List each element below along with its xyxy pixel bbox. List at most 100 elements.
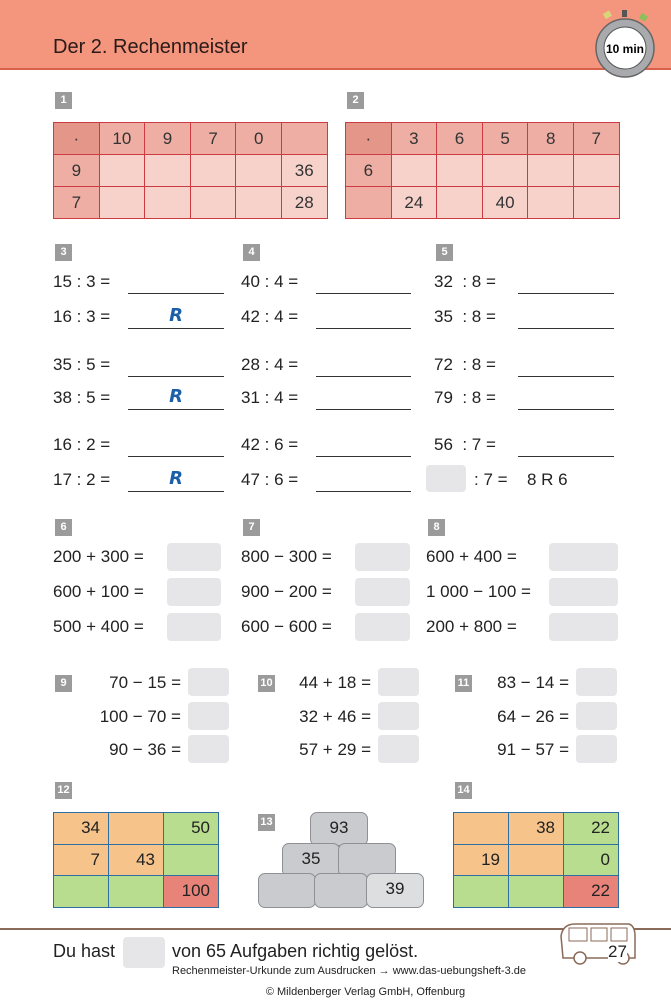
answer-line[interactable] xyxy=(518,386,614,410)
row-head: 6 xyxy=(345,154,392,187)
square-cell[interactable] xyxy=(108,875,164,908)
answer-line[interactable] xyxy=(316,270,411,294)
square-cell[interactable] xyxy=(108,812,164,845)
answer-box[interactable] xyxy=(549,543,618,571)
answer-cell[interactable] xyxy=(481,154,529,187)
task-badge-4: 4 xyxy=(243,244,260,261)
answer-line[interactable] xyxy=(316,433,411,457)
answer-box[interactable] xyxy=(167,578,221,606)
answer-box[interactable] xyxy=(167,613,221,641)
pyramid-stone-bottom-right[interactable]: 39 xyxy=(366,873,424,908)
answer-box[interactable] xyxy=(355,613,410,641)
answer-cell[interactable]: 40 xyxy=(481,186,529,219)
answer-cell[interactable] xyxy=(98,154,146,187)
division-equation: 17 : 2 = xyxy=(53,470,111,489)
pyramid-stone-bottom-mid[interactable] xyxy=(314,873,368,908)
pyramid-stone-top[interactable]: 93 xyxy=(310,812,368,846)
answer-box[interactable] xyxy=(576,735,617,763)
answer-cell[interactable] xyxy=(98,186,146,219)
answer-line[interactable] xyxy=(316,305,411,329)
answer-cell[interactable] xyxy=(572,154,620,187)
answer-box[interactable] xyxy=(355,578,410,606)
answer-line[interactable] xyxy=(518,353,614,377)
answer-box[interactable] xyxy=(576,668,617,696)
answer-line[interactable]: R xyxy=(128,305,224,329)
square-cell[interactable] xyxy=(508,843,564,876)
answer-box[interactable] xyxy=(378,735,419,763)
square-cell[interactable]: 22 xyxy=(563,875,619,908)
answer-box[interactable] xyxy=(167,543,221,571)
answer-box[interactable] xyxy=(549,613,618,641)
pyramid-stone-mid-right[interactable] xyxy=(338,843,396,877)
pyramid-stone-mid-left[interactable]: 35 xyxy=(282,843,340,877)
square-cell[interactable]: 43 xyxy=(108,843,164,876)
pyramid-stone-bottom-left[interactable] xyxy=(258,873,316,908)
square-cell[interactable]: 0 xyxy=(563,843,619,876)
task-badge-1: 1 xyxy=(55,92,72,109)
answer-line[interactable] xyxy=(128,353,224,377)
square-cell[interactable]: 50 xyxy=(163,812,219,845)
answer-box[interactable] xyxy=(378,668,419,696)
answer-line[interactable] xyxy=(316,468,411,492)
score-suffix: von 65 Aufgaben richtig gelöst. xyxy=(172,941,419,961)
answer-cell[interactable] xyxy=(527,154,574,187)
answer-line[interactable]: R xyxy=(128,386,224,410)
stopwatch-icon: 10 min xyxy=(590,8,660,80)
square-cell[interactable] xyxy=(508,875,564,908)
square-cell[interactable]: 34 xyxy=(53,812,109,845)
task-badge-3: 3 xyxy=(55,244,72,261)
division-equation: 40 : 4 = xyxy=(241,272,299,291)
answer-cell[interactable] xyxy=(527,186,574,219)
answer-line[interactable] xyxy=(316,386,411,410)
missing-dividend-box[interactable] xyxy=(426,465,466,492)
answer-box[interactable] xyxy=(355,543,410,571)
answer-cell[interactable] xyxy=(144,154,191,187)
head-cell: 3 xyxy=(390,122,438,155)
answer-box[interactable] xyxy=(378,702,419,730)
square-cell[interactable]: 100 xyxy=(163,875,219,908)
square-cell[interactable]: 22 xyxy=(563,812,619,845)
answer-cell[interactable] xyxy=(189,186,237,219)
answer-line[interactable] xyxy=(518,305,614,329)
task-badge-10: 10 xyxy=(258,675,275,692)
answer-line[interactable] xyxy=(128,433,224,457)
answer-box[interactable] xyxy=(188,668,229,696)
answer-cell[interactable]: 28 xyxy=(280,186,328,219)
square-cell[interactable]: 38 xyxy=(508,812,564,845)
answer-cell[interactable] xyxy=(572,186,620,219)
answer-cell[interactable] xyxy=(189,154,237,187)
equation: 64 − 26 = xyxy=(497,707,569,726)
square-cell[interactable] xyxy=(453,812,509,845)
task-badge-7: 7 xyxy=(243,519,260,536)
answer-box[interactable] xyxy=(188,702,229,730)
square-cell[interactable]: 7 xyxy=(53,843,109,876)
square-cell[interactable]: 19 xyxy=(453,843,509,876)
equation: 500 + 400 = xyxy=(53,617,144,636)
row-head[interactable] xyxy=(345,186,392,219)
square-cell[interactable] xyxy=(453,875,509,908)
header-band xyxy=(0,0,671,70)
answer-cell[interactable] xyxy=(436,154,483,187)
answer-line[interactable] xyxy=(518,270,614,294)
score-box[interactable] xyxy=(123,937,165,968)
answer-box[interactable] xyxy=(576,702,617,730)
multiplication-table-1: · 10 9 7 0 9 36 7 28 xyxy=(53,122,328,219)
equation: 100 − 70 = xyxy=(99,707,181,726)
answer-cell[interactable] xyxy=(235,186,282,219)
head-cell: 5 xyxy=(481,122,529,155)
answer-line[interactable] xyxy=(518,433,614,457)
answer-line[interactable]: R xyxy=(128,468,224,492)
answer-cell[interactable]: 36 xyxy=(280,154,328,187)
answer-cell[interactable] xyxy=(436,186,483,219)
answer-line[interactable] xyxy=(128,270,224,294)
certificate-link[interactable]: Rechenmeister-Urkunde zum Ausdrucken → w… xyxy=(172,965,527,977)
square-cell[interactable] xyxy=(53,875,109,908)
answer-line[interactable] xyxy=(316,353,411,377)
answer-cell[interactable] xyxy=(235,154,282,187)
square-cell[interactable] xyxy=(163,843,219,876)
answer-cell[interactable] xyxy=(390,154,438,187)
answer-box[interactable] xyxy=(549,578,618,606)
answer-cell[interactable] xyxy=(144,186,191,219)
answer-box[interactable] xyxy=(188,735,229,763)
answer-cell[interactable]: 24 xyxy=(390,186,438,219)
